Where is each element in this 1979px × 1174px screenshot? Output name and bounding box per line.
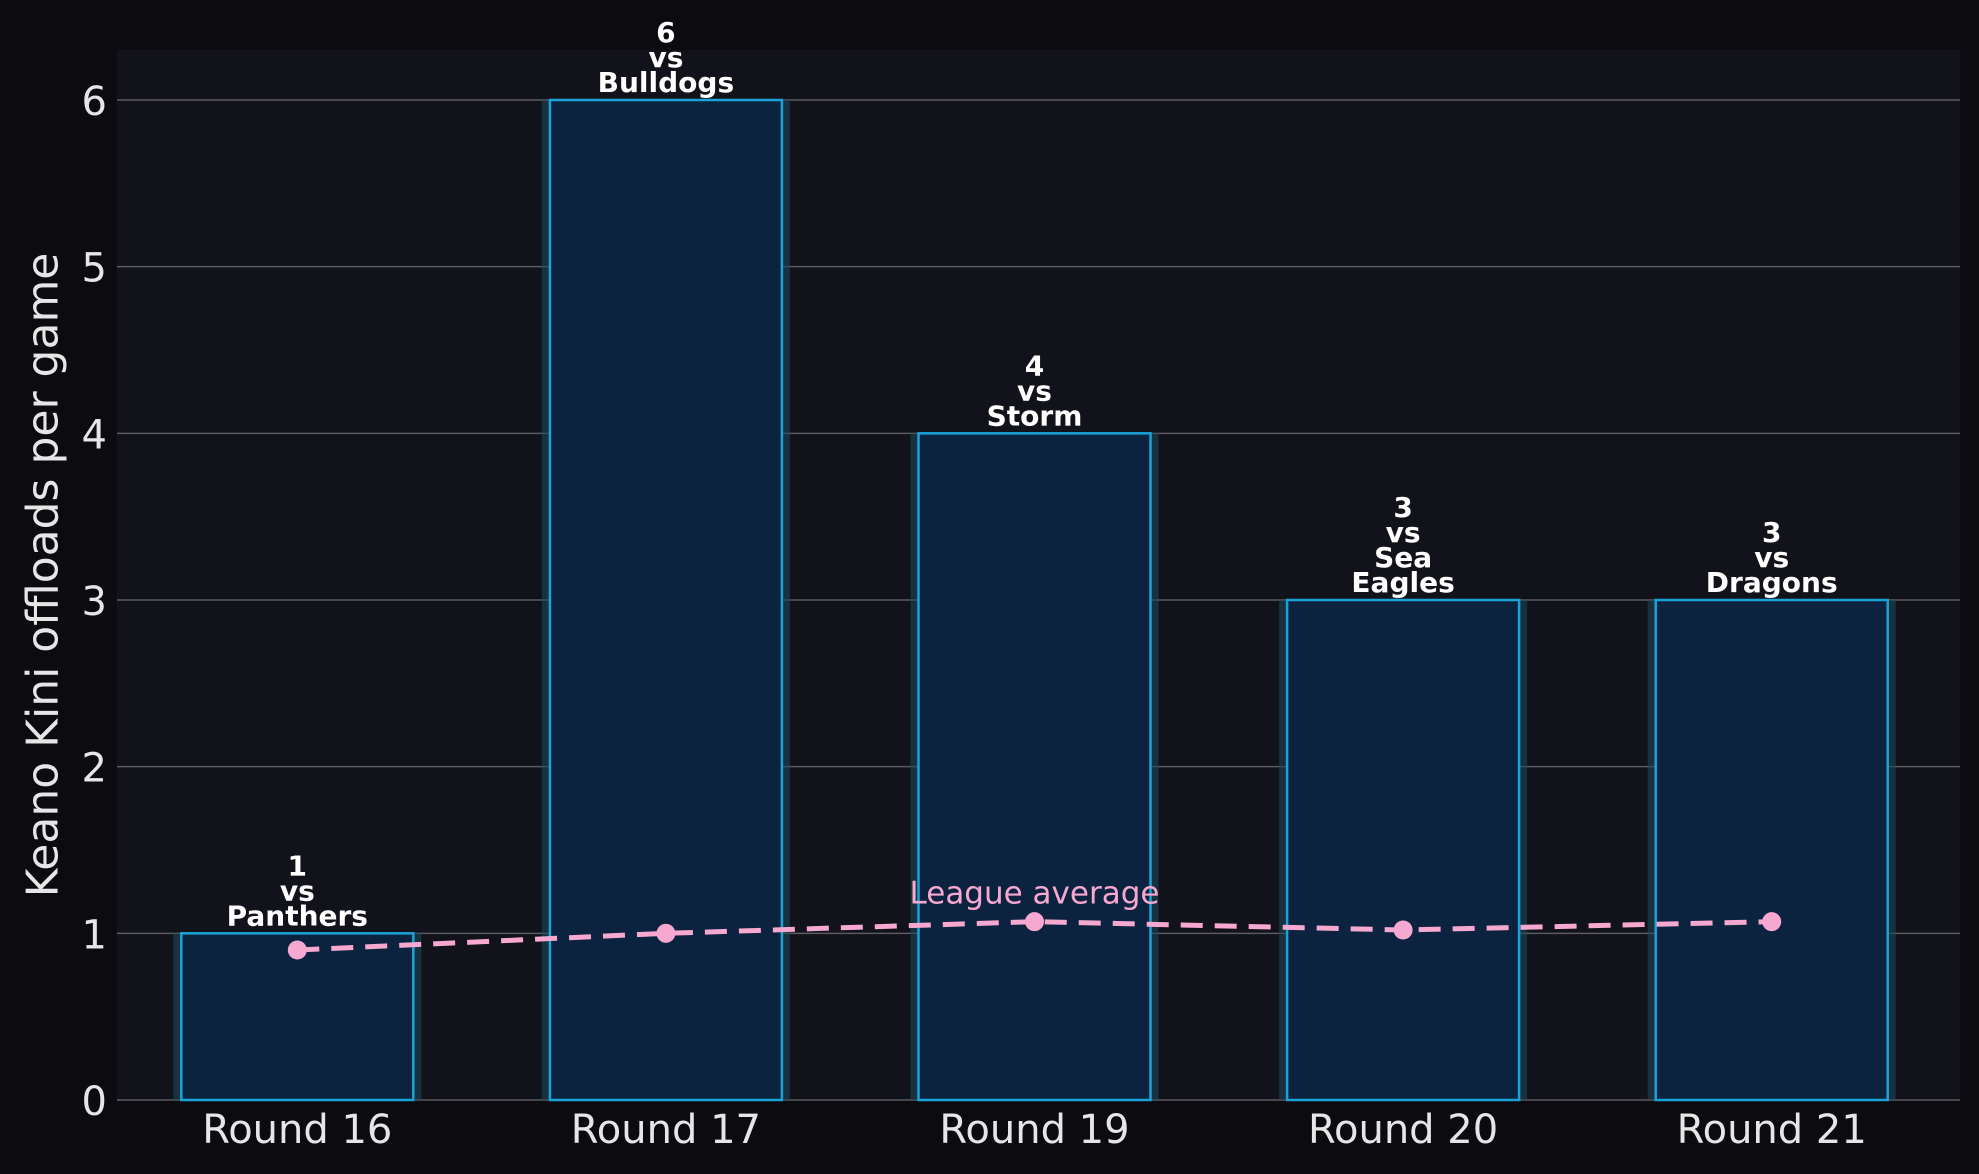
league-average-line xyxy=(287,912,1782,960)
bar xyxy=(917,432,1152,1102)
bar-label: Bulldogs xyxy=(598,66,734,99)
x-tick-label: Round 19 xyxy=(939,1107,1129,1153)
bar xyxy=(548,98,784,1102)
bar-label: 3 xyxy=(1393,491,1412,524)
bar-label: Storm xyxy=(987,399,1083,432)
bar-label: 4 xyxy=(1025,349,1044,382)
y-tick-label: 1 xyxy=(82,912,107,958)
league-average-point xyxy=(287,940,307,960)
bar-label: Dragons xyxy=(1706,566,1838,599)
bar-label: 3 xyxy=(1762,516,1781,549)
y-tick-label: 4 xyxy=(82,412,107,458)
x-tick-label: Round 16 xyxy=(202,1107,392,1153)
y-tick-label: 2 xyxy=(82,746,107,792)
bar xyxy=(1654,598,1889,1102)
bar-labels: 1vsPanthers6vsBulldogs4vsStorm3vsSeaEagl… xyxy=(227,16,1838,932)
bars xyxy=(173,98,1896,1102)
y-axis-label: Keano Kini offloads per game xyxy=(17,253,68,898)
bar-label: Sea xyxy=(1374,541,1432,574)
bar-label: vs xyxy=(280,874,315,907)
bar-label: 6 xyxy=(656,16,675,49)
bar-label: vs xyxy=(1754,541,1789,574)
x-tick-label: Round 17 xyxy=(571,1107,761,1153)
bar-label: 1 xyxy=(288,849,307,882)
y-axis-ticks: 0 1 2 3 4 5 6 xyxy=(82,79,107,1125)
x-tick-label: Round 20 xyxy=(1308,1107,1498,1153)
league-average-point xyxy=(1762,912,1782,932)
bar-label: vs xyxy=(1017,374,1052,407)
bar xyxy=(180,932,415,1102)
league-average-point xyxy=(1025,912,1044,932)
league-average-label: League average xyxy=(910,876,1160,912)
y-tick-label: 0 xyxy=(82,1079,107,1125)
bar xyxy=(1285,598,1521,1102)
bar-label: vs xyxy=(648,41,683,74)
league-average-path xyxy=(297,919,1772,953)
bar-label: Panthers xyxy=(227,899,368,932)
y-tick-label: 5 xyxy=(82,246,107,292)
y-tick-label: 3 xyxy=(82,579,107,625)
bar-label: Eagles xyxy=(1351,566,1454,599)
x-tick-label: Round 21 xyxy=(1677,1107,1867,1153)
league-average-point xyxy=(656,923,676,943)
league-average-point xyxy=(1393,920,1413,940)
y-tick-label: 6 xyxy=(82,79,107,125)
bar-label: vs xyxy=(1386,516,1421,549)
x-axis-ticks: Round 16 Round 17 Round 19 Round 20 Round 21 xyxy=(202,1107,1867,1153)
